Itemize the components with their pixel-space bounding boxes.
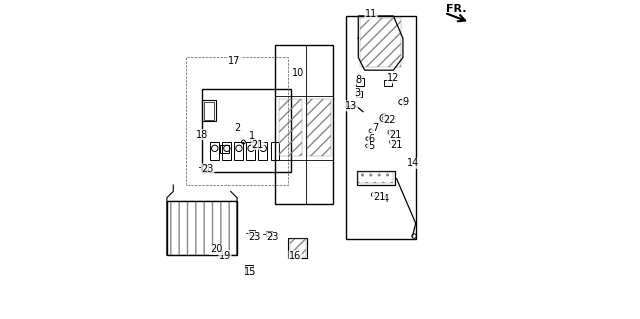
Bar xyxy=(210,142,219,160)
Text: 21: 21 xyxy=(390,140,403,150)
Text: 5: 5 xyxy=(368,141,374,151)
Text: 7: 7 xyxy=(372,123,378,133)
Bar xyxy=(275,45,333,204)
Bar xyxy=(271,142,280,160)
Text: 23: 23 xyxy=(267,232,279,242)
Bar xyxy=(246,142,255,160)
Text: 14: 14 xyxy=(407,158,419,168)
Bar xyxy=(248,230,255,235)
Text: 21: 21 xyxy=(389,130,402,140)
Text: 1: 1 xyxy=(249,130,255,141)
Text: 21: 21 xyxy=(373,192,385,202)
Text: 18: 18 xyxy=(196,130,208,140)
Bar xyxy=(288,238,307,258)
Text: 21: 21 xyxy=(252,139,264,150)
Bar xyxy=(234,142,243,160)
Text: 15: 15 xyxy=(244,267,257,277)
Bar xyxy=(202,89,291,172)
Bar xyxy=(278,99,303,156)
Text: 13: 13 xyxy=(345,101,357,111)
Bar xyxy=(356,91,362,97)
Bar xyxy=(245,265,253,274)
Bar xyxy=(259,142,268,160)
Text: 17: 17 xyxy=(228,56,241,66)
Text: 6: 6 xyxy=(369,134,375,144)
Text: 12: 12 xyxy=(387,73,399,83)
Text: 3: 3 xyxy=(355,87,361,98)
Bar xyxy=(167,201,237,255)
Bar xyxy=(356,171,395,185)
Text: FR.: FR. xyxy=(446,4,467,14)
Bar xyxy=(204,102,214,120)
Bar xyxy=(222,142,231,160)
Bar xyxy=(290,239,306,257)
Text: 4: 4 xyxy=(383,194,388,204)
Bar xyxy=(346,16,416,239)
Text: 2: 2 xyxy=(234,122,240,133)
Bar xyxy=(356,78,364,86)
Text: 9: 9 xyxy=(403,97,408,107)
Bar xyxy=(266,231,272,236)
Bar xyxy=(202,100,216,121)
Text: 16: 16 xyxy=(289,251,301,261)
Bar xyxy=(307,99,331,156)
Text: 20: 20 xyxy=(210,244,223,255)
Bar xyxy=(202,165,208,170)
Text: 11: 11 xyxy=(365,9,377,19)
Text: 10: 10 xyxy=(292,68,304,78)
Bar xyxy=(220,145,229,153)
Text: 23: 23 xyxy=(202,164,214,174)
Bar xyxy=(167,201,237,255)
Text: 8: 8 xyxy=(355,75,362,85)
Bar xyxy=(360,18,401,67)
Bar xyxy=(358,172,394,183)
Bar xyxy=(384,80,392,86)
Text: 19: 19 xyxy=(219,251,231,261)
Text: 23: 23 xyxy=(249,232,261,242)
Text: 22: 22 xyxy=(383,115,396,125)
